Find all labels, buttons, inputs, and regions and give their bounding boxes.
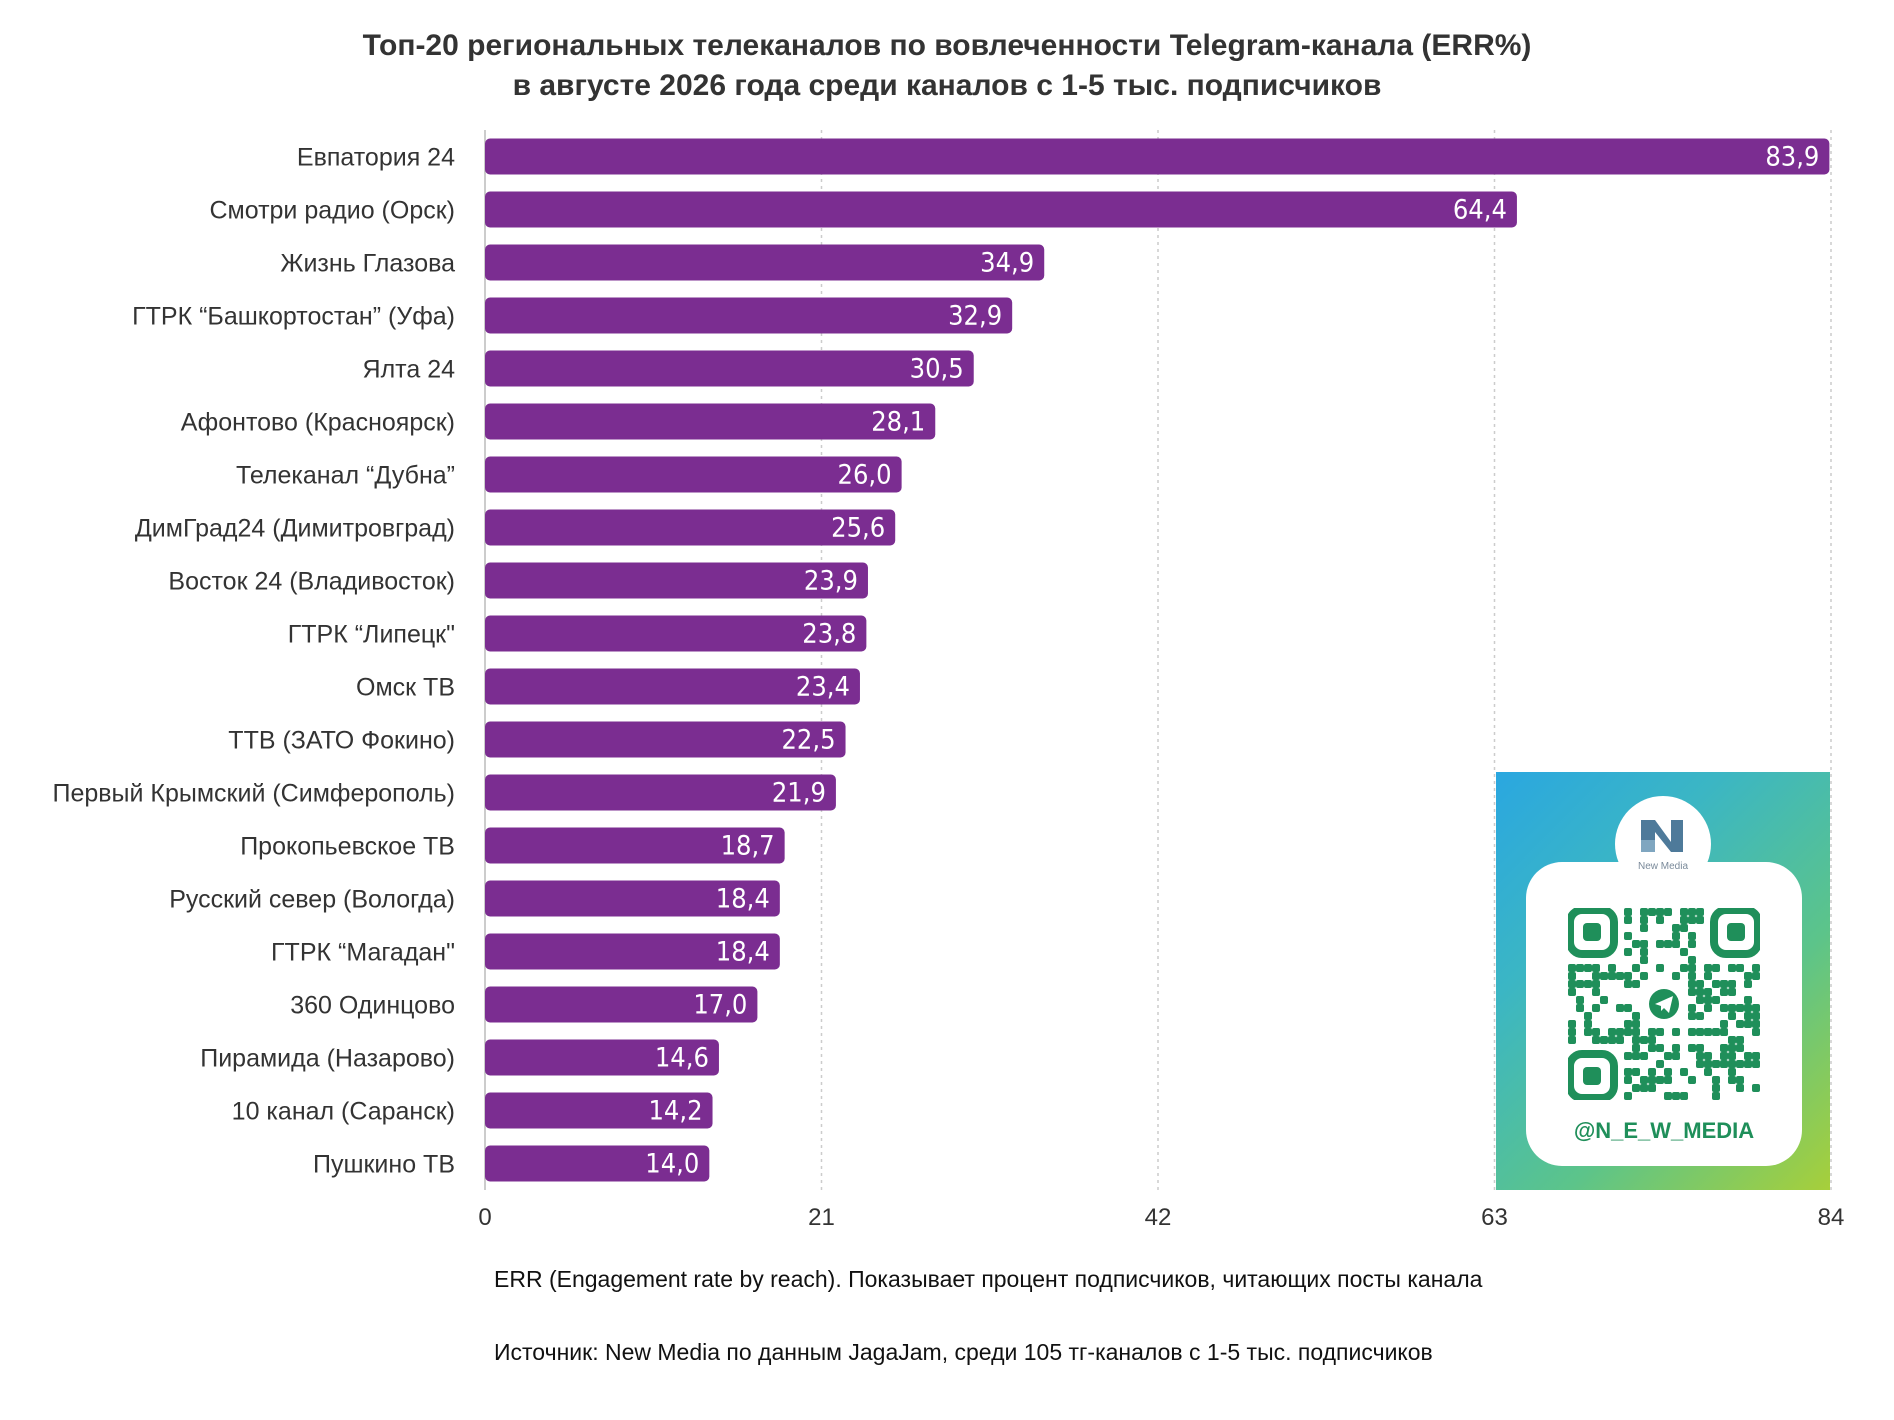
category-label: 360 Одинцово — [290, 992, 455, 1020]
category-label: ТТВ (ЗАТО Фокино) — [228, 727, 455, 755]
telegram-icon — [1644, 984, 1684, 1024]
category-label: Прокопьевское ТВ — [240, 833, 455, 861]
category-label: Пирамида (Назарово) — [200, 1045, 455, 1073]
category-label: Ялта 24 — [363, 356, 456, 384]
category-label: Восток 24 (Владивосток) — [168, 568, 455, 596]
bar-value-label: 14,2 — [648, 1096, 702, 1127]
x-tick-label: 63 — [1481, 1204, 1508, 1231]
bar — [485, 562, 868, 599]
category-label: Евпатория 24 — [297, 144, 455, 172]
bar — [485, 721, 846, 758]
x-tick-label: 42 — [1145, 1204, 1172, 1231]
bar-value-label: 17,0 — [693, 990, 747, 1021]
bar — [485, 456, 902, 493]
category-label: ДимГрад24 (Димитровград) — [135, 515, 455, 543]
bar — [485, 1145, 710, 1182]
bar — [485, 615, 867, 652]
bar — [485, 1039, 719, 1076]
bar — [485, 933, 780, 970]
bar-chart: 83,9 64,4 34,9 32,9 30,5 28,1 26,0 25,6 23,9 23,8… — [52, 130, 1844, 1231]
category-label: Русский север (Вологда) — [169, 886, 455, 914]
bar-value-label: 32,9 — [948, 301, 1002, 332]
bar-value-label: 23,4 — [796, 672, 850, 703]
qr-code[interactable] — [1568, 908, 1760, 1100]
bar — [485, 880, 780, 917]
category-label: Омск ТВ — [356, 674, 455, 702]
bar — [485, 350, 974, 387]
bar-value-label: 23,8 — [802, 619, 856, 650]
category-label: Первый Крымский (Симферополь) — [52, 780, 455, 808]
bar-value-label: 28,1 — [871, 407, 925, 438]
bar — [485, 297, 1013, 334]
chart-title-block: Топ-20 региональных телеканалов по вовле… — [0, 26, 1894, 106]
bar-value-label: 14,6 — [655, 1043, 709, 1074]
logo-text: New Media — [1637, 861, 1689, 872]
qr-card: @N_E_W_MEDIA — [1526, 862, 1802, 1166]
err-definition-note: ERR (Engagement rate by reach). Показыва… — [494, 1266, 1483, 1292]
x-tick-label: 0 — [478, 1204, 491, 1231]
bar-value-label: 18,4 — [716, 937, 770, 968]
bar-value-label: 21,9 — [772, 778, 826, 809]
chart-title: Топ-20 региональных телеканалов по вовле… — [362, 29, 1532, 62]
bar — [485, 986, 758, 1023]
chart-subtitle: в августе 2026 года среди каналов с 1-5 … — [512, 69, 1382, 102]
bar — [485, 1092, 713, 1129]
bar-value-label: 34,9 — [980, 248, 1034, 279]
new-media-logo: New Media — [1615, 796, 1711, 892]
qr-finder-top-right — [1710, 908, 1760, 958]
bar-value-label: 23,9 — [804, 566, 858, 597]
category-label: ГТРК “Башкортостан” (Уфа) — [132, 303, 455, 331]
category-label: Телеканал “Дубна” — [236, 462, 455, 490]
category-label: Афонтово (Красноярск) — [181, 409, 455, 437]
bar-value-label: 30,5 — [910, 354, 964, 385]
category-label: Пушкино ТВ — [313, 1151, 455, 1179]
category-labels: Евпатория 24 Смотри радио (Орск) Жизнь Гла… — [52, 144, 455, 1179]
category-label: ГТРК “Липецк" — [288, 621, 455, 649]
category-label: Смотри радио (Орск) — [209, 197, 455, 225]
bar-value-label: 18,7 — [721, 831, 775, 862]
bar-value-label: 64,4 — [1453, 195, 1507, 226]
x-tick-label: 21 — [808, 1204, 835, 1231]
x-axis-ticks: 0 21 42 63 84 — [478, 1204, 1844, 1231]
bar — [485, 509, 896, 546]
bar — [485, 138, 1830, 175]
bar-value-label: 18,4 — [716, 884, 770, 915]
qr-handle: @N_E_W_MEDIA — [1573, 1118, 1755, 1143]
bars: 83,9 64,4 34,9 32,9 30,5 28,1 26,0 25,6 23,9 23,8… — [485, 138, 1830, 1182]
new-media-logo-icon — [1641, 820, 1683, 852]
qr-promo-panel: @N_E_W_MEDIA New Media — [1496, 772, 1830, 1190]
bar — [485, 668, 860, 705]
category-label: 10 канал (Саранск) — [232, 1098, 455, 1126]
bar — [485, 191, 1517, 228]
bar-value-label: 22,5 — [781, 725, 835, 756]
bar-value-label: 83,9 — [1765, 142, 1819, 173]
bar — [485, 827, 785, 864]
qr-finder-bottom-left — [1568, 1050, 1618, 1100]
bar-value-label: 26,0 — [838, 460, 892, 491]
category-label: Жизнь Глазова — [280, 250, 455, 278]
bar-value-label: 25,6 — [831, 513, 885, 544]
source-note: Источник: New Media по данным JagaJam, с… — [494, 1339, 1433, 1365]
category-label: ГТРК “Магадан" — [271, 939, 455, 967]
x-tick-label: 84 — [1818, 1204, 1845, 1231]
bar — [485, 403, 936, 440]
bar-value-label: 14,0 — [645, 1149, 699, 1180]
bar — [485, 244, 1045, 281]
qr-finder-top-left — [1568, 908, 1618, 958]
bar — [485, 774, 836, 811]
